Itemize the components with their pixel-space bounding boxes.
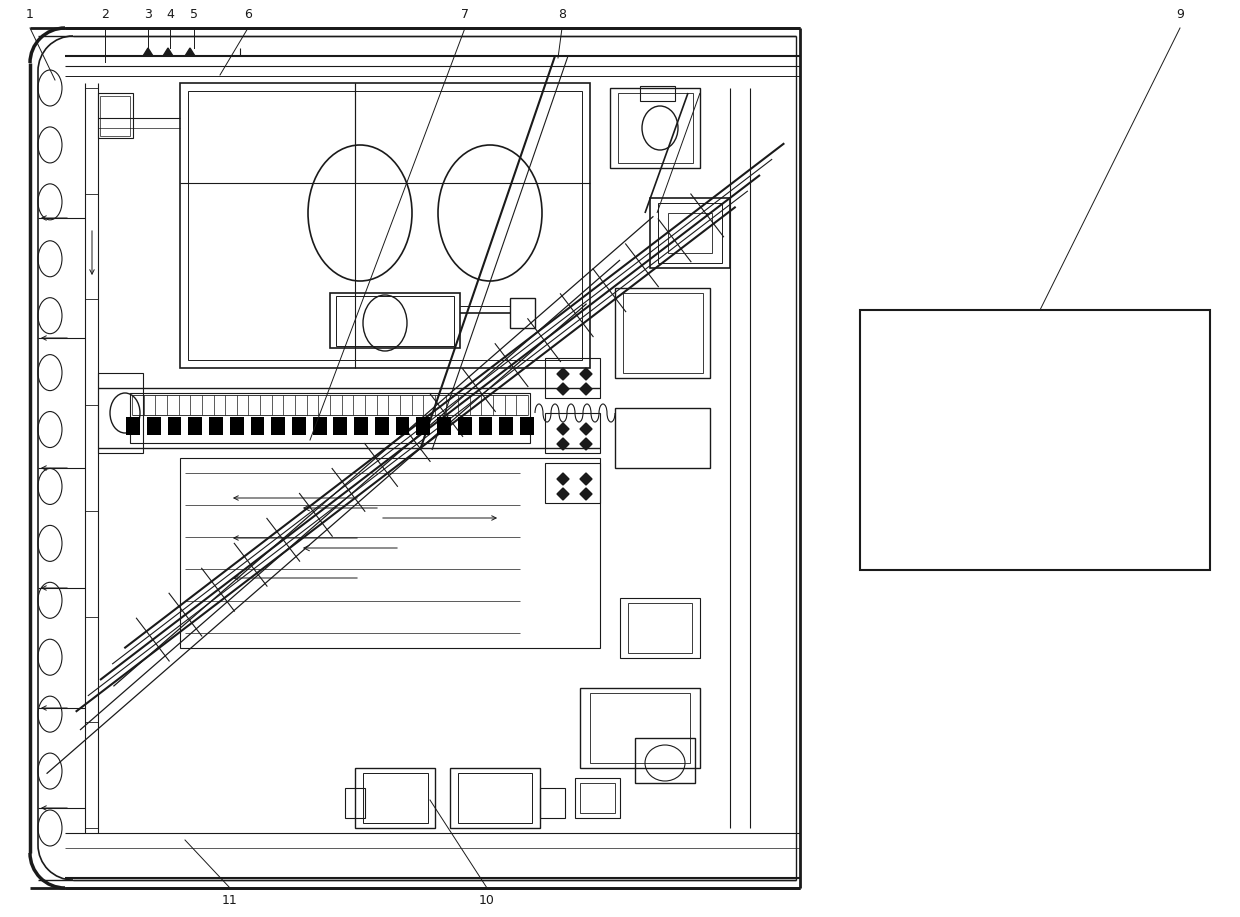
- Polygon shape: [580, 488, 591, 500]
- Bar: [167, 417, 181, 435]
- Bar: [355, 417, 368, 435]
- Polygon shape: [580, 438, 591, 450]
- Text: 8: 8: [558, 7, 565, 20]
- Bar: [98, 93, 133, 138]
- Bar: [546, 358, 600, 398]
- Text: 2: 2: [102, 7, 109, 20]
- Bar: [374, 417, 388, 435]
- Bar: [126, 417, 140, 435]
- Text: 3: 3: [144, 7, 153, 20]
- Polygon shape: [580, 473, 591, 485]
- Bar: [188, 417, 202, 435]
- Bar: [210, 417, 223, 435]
- Text: 11: 11: [222, 893, 238, 907]
- Bar: [546, 463, 600, 503]
- Bar: [180, 458, 600, 648]
- Polygon shape: [557, 368, 569, 380]
- Text: 4: 4: [166, 7, 174, 20]
- Polygon shape: [185, 48, 195, 56]
- Bar: [345, 788, 365, 818]
- Bar: [438, 417, 451, 435]
- Polygon shape: [580, 423, 591, 435]
- Bar: [180, 83, 590, 368]
- Bar: [590, 693, 689, 763]
- Polygon shape: [557, 383, 569, 395]
- Bar: [458, 773, 532, 823]
- Bar: [229, 417, 243, 435]
- Polygon shape: [580, 383, 591, 395]
- Bar: [861, 310, 1210, 570]
- Bar: [363, 773, 428, 823]
- Polygon shape: [557, 473, 569, 485]
- Text: 7: 7: [461, 7, 469, 20]
- Bar: [312, 417, 326, 435]
- Polygon shape: [143, 48, 153, 56]
- Polygon shape: [557, 438, 569, 450]
- Bar: [627, 603, 692, 653]
- Bar: [575, 778, 620, 818]
- Bar: [620, 598, 701, 658]
- Polygon shape: [557, 423, 569, 435]
- Bar: [580, 783, 615, 813]
- Bar: [539, 788, 565, 818]
- Bar: [458, 417, 471, 435]
- Bar: [479, 417, 492, 435]
- Bar: [635, 738, 694, 783]
- Bar: [658, 203, 722, 263]
- Polygon shape: [580, 368, 591, 380]
- Bar: [500, 417, 513, 435]
- Bar: [450, 768, 539, 828]
- Polygon shape: [162, 48, 174, 56]
- Bar: [546, 413, 600, 453]
- Bar: [334, 417, 347, 435]
- Bar: [130, 393, 529, 443]
- Bar: [417, 417, 430, 435]
- Bar: [336, 296, 454, 346]
- Text: 1: 1: [26, 7, 33, 20]
- Bar: [580, 688, 701, 768]
- Bar: [650, 198, 730, 268]
- Bar: [98, 373, 143, 453]
- Bar: [146, 417, 161, 435]
- Bar: [355, 768, 435, 828]
- Bar: [396, 417, 409, 435]
- Bar: [622, 293, 703, 373]
- Bar: [615, 288, 711, 378]
- Bar: [272, 417, 285, 435]
- Bar: [615, 408, 711, 468]
- Text: 6: 6: [244, 7, 252, 20]
- Bar: [618, 93, 693, 163]
- Bar: [610, 88, 701, 168]
- Bar: [520, 417, 534, 435]
- Bar: [291, 417, 306, 435]
- Bar: [668, 213, 712, 253]
- Bar: [100, 96, 130, 136]
- Bar: [510, 298, 534, 328]
- Text: 9: 9: [1176, 7, 1184, 20]
- Bar: [640, 86, 675, 101]
- Text: 10: 10: [479, 893, 495, 907]
- Bar: [330, 293, 460, 348]
- Bar: [188, 91, 582, 360]
- Polygon shape: [557, 488, 569, 500]
- Text: 5: 5: [190, 7, 198, 20]
- Bar: [250, 417, 264, 435]
